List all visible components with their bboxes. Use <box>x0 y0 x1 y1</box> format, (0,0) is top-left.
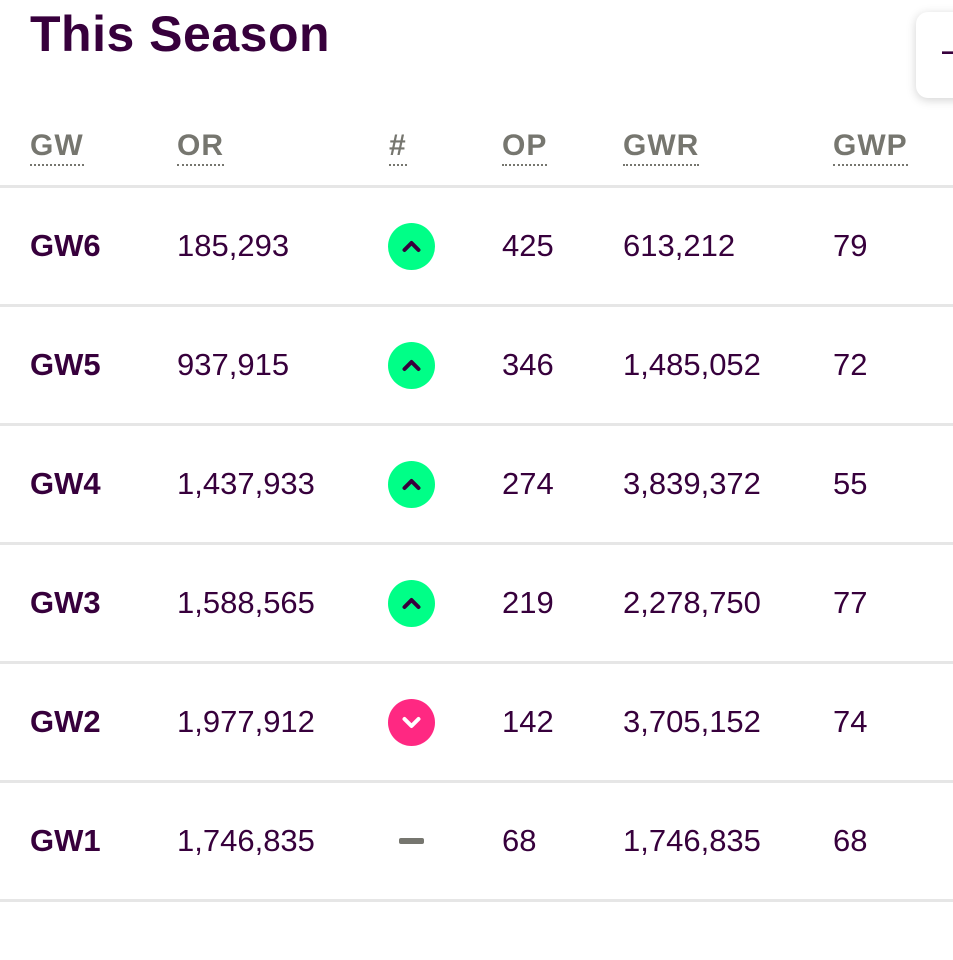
column-header-gwp[interactable]: GWP <box>833 128 908 166</box>
column-header-gw[interactable]: GW <box>30 128 84 166</box>
overall-points-cell: 346 <box>502 347 554 382</box>
gameweek-points-cell: 68 <box>833 823 868 858</box>
overall-rank-cell: 185,293 <box>177 228 290 263</box>
overall-rank-cell: 1,977,912 <box>177 704 315 739</box>
row-divider <box>0 304 953 307</box>
gameweek-cell: GW4 <box>30 466 101 501</box>
minus-icon: – <box>942 30 953 70</box>
gameweek-cell: GW3 <box>30 585 101 620</box>
overall-points-cell: 425 <box>502 228 554 263</box>
overflow-action-card[interactable]: – <box>916 12 953 98</box>
gameweek-rank-cell: 1,485,052 <box>623 347 761 382</box>
overall-points-cell: 219 <box>502 585 554 620</box>
chevron-up-icon <box>388 223 435 270</box>
row-divider <box>0 423 953 426</box>
overall-rank-cell: 1,437,933 <box>177 466 315 501</box>
table-row[interactable]: GW2 1,977,912 142 3,705,152 74 <box>0 664 953 780</box>
overall-rank-cell: 1,588,565 <box>177 585 315 620</box>
chevron-up-icon <box>388 580 435 627</box>
gameweek-rank-cell: 1,746,835 <box>623 823 761 858</box>
dash-icon <box>388 818 435 865</box>
gameweek-rank-cell: 2,278,750 <box>623 585 761 620</box>
row-divider <box>0 542 953 545</box>
gameweek-points-cell: 55 <box>833 466 868 501</box>
overall-points-cell: 274 <box>502 466 554 501</box>
table-row[interactable]: GW4 1,437,933 274 3,839,372 55 <box>0 426 953 542</box>
row-divider <box>0 661 953 664</box>
table-row[interactable]: GW3 1,588,565 219 2,278,750 77 <box>0 545 953 661</box>
column-header-gwr[interactable]: GWR <box>623 128 700 166</box>
gameweek-points-cell: 79 <box>833 228 868 263</box>
column-header-or[interactable]: OR <box>177 128 224 166</box>
gameweek-rank-cell: 613,212 <box>623 228 736 263</box>
header-divider <box>0 185 953 188</box>
table-row[interactable]: GW5 937,915 346 1,485,052 72 <box>0 307 953 423</box>
column-header-op[interactable]: OP <box>502 128 548 166</box>
row-divider <box>0 899 953 902</box>
row-divider <box>0 780 953 783</box>
overall-rank-cell: 1,746,835 <box>177 823 315 858</box>
overall-rank-cell: 937,915 <box>177 347 290 382</box>
gameweek-cell: GW5 <box>30 347 101 382</box>
table-header: GW OR # OP GWR GWP <box>0 128 953 186</box>
gameweek-cell: GW2 <box>30 704 101 739</box>
gameweek-cell: GW1 <box>30 823 101 858</box>
overall-points-cell: 142 <box>502 704 554 739</box>
overall-points-cell: 68 <box>502 823 537 858</box>
column-header-movement[interactable]: # <box>389 128 407 166</box>
gameweek-points-cell: 72 <box>833 347 868 382</box>
gameweek-rank-cell: 3,705,152 <box>623 704 761 739</box>
chevron-up-icon <box>388 342 435 389</box>
table-row[interactable]: GW6 185,293 425 613,212 79 <box>0 188 953 304</box>
chevron-up-icon <box>388 461 435 508</box>
gameweek-points-cell: 77 <box>833 585 868 620</box>
gameweek-rank-cell: 3,839,372 <box>623 466 761 501</box>
gameweek-points-cell: 74 <box>833 704 868 739</box>
chevron-down-icon <box>388 699 435 746</box>
page-title: This Season <box>30 6 331 62</box>
table-row[interactable]: GW1 1,746,835 68 1,746,835 68 <box>0 783 953 899</box>
gameweek-cell: GW6 <box>30 228 101 263</box>
